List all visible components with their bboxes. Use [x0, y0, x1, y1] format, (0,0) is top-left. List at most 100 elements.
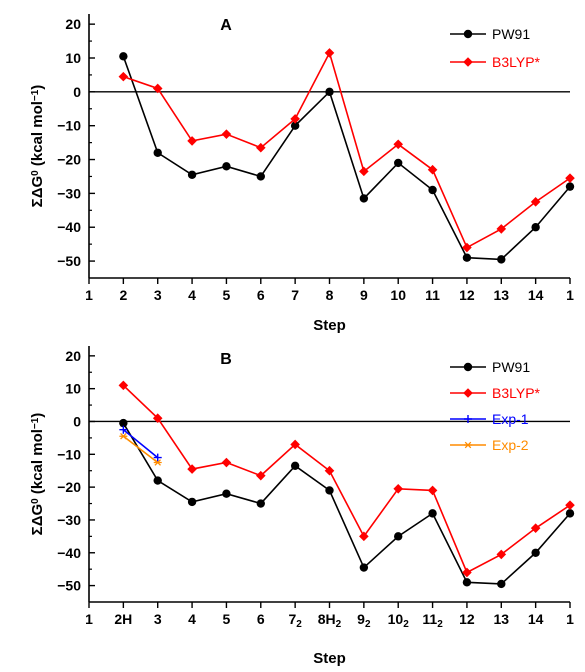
- data-point: [256, 172, 265, 181]
- x-tick-label: 4: [188, 611, 196, 627]
- x-tick-label: 14: [528, 287, 544, 303]
- x-tick-label: 1: [85, 287, 93, 303]
- series-line: [123, 50, 571, 249]
- y-tick-label: −50: [57, 578, 81, 594]
- x-tick-label: 6: [257, 287, 265, 303]
- legend-entry: PW91: [450, 359, 530, 375]
- legend-label: PW91: [492, 359, 530, 375]
- y-tick-label: 20: [65, 16, 81, 32]
- y-tick-label: 10: [65, 50, 81, 66]
- x-tick-label: 3: [154, 611, 162, 627]
- data-point: [497, 255, 506, 264]
- data-point: [153, 148, 162, 157]
- y-tick-label: 20: [65, 348, 81, 364]
- legend-label: Exp-2: [492, 437, 529, 453]
- data-point: [394, 532, 403, 541]
- data-point: [428, 509, 437, 518]
- data-point: [221, 457, 232, 468]
- y-tick-label: −20: [57, 152, 81, 168]
- data-point: [428, 185, 437, 195]
- x-tick-label: 5: [223, 611, 231, 627]
- y-tick-label: −30: [57, 185, 81, 201]
- x-tick-label: 5: [223, 287, 231, 303]
- x-tick-label: 1: [85, 611, 93, 627]
- data-point: [462, 253, 472, 262]
- data-point: [393, 483, 404, 494]
- y-tick-label: −10: [57, 118, 81, 134]
- legend-entry: Exp-2: [450, 437, 529, 453]
- y-tick-label: −40: [57, 545, 81, 561]
- data-point: [290, 114, 300, 124]
- x-tick-label: 8H2: [318, 611, 342, 630]
- data-point: [531, 223, 540, 232]
- legend-marker: [463, 29, 473, 39]
- legend-label: B3LYP*: [492, 385, 541, 401]
- panel-label: B: [220, 351, 232, 368]
- data-point: [324, 48, 335, 58]
- x-tick-label: 11: [425, 287, 440, 303]
- data-point: [290, 121, 300, 130]
- x-tick-label: 14: [528, 611, 544, 627]
- y-tick-label: −30: [57, 512, 81, 528]
- data-point: [462, 242, 472, 253]
- data-point: [359, 166, 369, 177]
- data-point: [394, 158, 403, 168]
- data-point: [119, 432, 128, 440]
- x-tick-label: 12: [459, 287, 475, 303]
- series-exp-1: [119, 425, 162, 462]
- data-point: [531, 548, 540, 557]
- legend-marker: [463, 57, 473, 67]
- data-point: [255, 142, 266, 153]
- x-tick-label: 13: [493, 611, 509, 627]
- data-point: [290, 439, 300, 450]
- x-axis-title: Step: [313, 650, 346, 667]
- data-point: [255, 470, 266, 481]
- x-tick-label: 92: [357, 611, 371, 630]
- legend-marker: [463, 388, 473, 398]
- data-point: [565, 173, 575, 183]
- data-point: [427, 485, 438, 496]
- x-tick-label: 3: [154, 287, 162, 303]
- data-point: [187, 136, 197, 146]
- series-line: [122, 384, 571, 574]
- data-point: [222, 162, 231, 171]
- y-tick-label: 0: [73, 413, 81, 429]
- data-point: [427, 164, 438, 175]
- data-point: [393, 139, 404, 150]
- series-b3lyp-: [118, 48, 575, 253]
- x-tick-label: 6: [257, 611, 265, 627]
- data-point: [118, 71, 129, 82]
- x-tick-label: 1: [566, 611, 574, 627]
- data-point: [119, 52, 128, 61]
- data-point: [118, 380, 129, 391]
- data-point: [325, 486, 334, 495]
- data-point: [324, 465, 335, 476]
- data-point: [565, 182, 575, 191]
- y-tick-label: −50: [57, 253, 81, 269]
- data-point: [496, 224, 507, 234]
- data-point: [530, 197, 541, 207]
- panel-label: A: [220, 17, 232, 34]
- x-tick-label: 2H: [114, 611, 132, 627]
- series-line: [122, 429, 159, 459]
- series-b3lyp-: [118, 380, 575, 578]
- legend-label: Exp-1: [492, 411, 529, 427]
- data-point: [565, 500, 575, 510]
- data-point: [119, 418, 128, 428]
- legend-entry: PW91: [450, 26, 530, 42]
- x-tick-label: 112: [422, 611, 443, 630]
- data-point: [153, 459, 162, 466]
- data-point: [187, 170, 197, 179]
- x-tick-label: 7: [291, 287, 299, 303]
- y-tick-label: −20: [57, 479, 81, 495]
- y-tick-label: 10: [65, 381, 81, 397]
- x-tick-label: 10: [390, 287, 406, 303]
- data-point: [256, 499, 265, 508]
- x-tick-label: 4: [188, 287, 196, 303]
- legend-marker: [463, 362, 473, 372]
- data-point: [152, 83, 163, 94]
- data-point: [187, 497, 197, 507]
- data-point: [462, 578, 472, 587]
